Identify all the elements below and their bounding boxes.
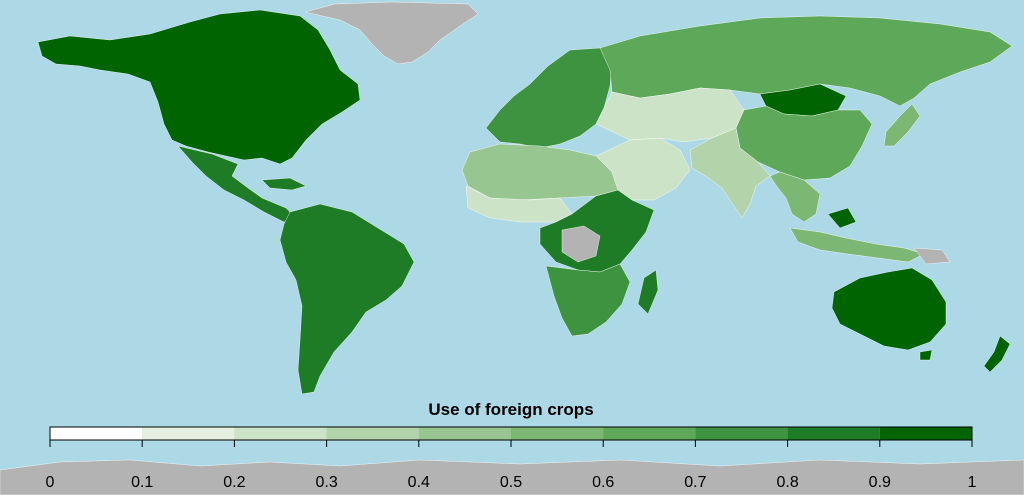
legend-tick-label: 0.1 [131, 474, 153, 491]
legend-bin [326, 427, 419, 440]
legend-bins [50, 427, 972, 440]
legend-bin [142, 427, 235, 440]
legend-tick-label: 0.8 [776, 474, 798, 491]
region-antarctica [0, 459, 1024, 495]
region-caribbean [261, 177, 307, 191]
region-malaysia [827, 207, 857, 229]
legend-bin [234, 427, 327, 440]
legend-bin [511, 427, 604, 440]
legend-tick-label: 0.2 [223, 474, 245, 491]
region-indonesia [789, 227, 925, 263]
region-south-america [279, 203, 415, 395]
region-china [735, 105, 873, 181]
region-southern-africa [545, 263, 631, 337]
color-legend: Use of foreign crops 0 0.1 0.2 0.3 0.4 0.5 0.6… [46, 400, 977, 491]
legend-bin [50, 427, 143, 440]
legend-tick-label: 0.5 [500, 474, 522, 491]
legend-bin [418, 427, 511, 440]
legend-tick-label: 0.9 [869, 474, 891, 491]
legend-bin [695, 427, 788, 440]
legend-bin [787, 427, 880, 440]
region-tasmania [919, 349, 933, 361]
region-north-america [37, 9, 361, 165]
legend-tick-label: 0 [46, 474, 55, 491]
region-greenland [304, 1, 479, 65]
region-congo [561, 225, 601, 263]
legend-tick-label: 0.6 [592, 474, 614, 491]
legend-tick-label: 1 [968, 474, 977, 491]
region-australia [831, 267, 947, 351]
region-madagascar [637, 269, 659, 315]
legend-tick-label: 0.4 [408, 474, 430, 491]
region-southeast-asia [769, 171, 821, 223]
region-japan [883, 103, 921, 147]
region-india [689, 127, 771, 219]
region-papua [913, 247, 951, 265]
legend-bin [603, 427, 696, 440]
legend-tick-label: 0.7 [684, 474, 706, 491]
legend-tick-label: 0.3 [315, 474, 337, 491]
legend-title: Use of foreign crops [428, 400, 593, 419]
legend-ticks: 0 0.1 0.2 0.3 0.4 0.5 0.6 0.7 0.8 0.9 1 [46, 440, 977, 491]
region-new-zealand [983, 335, 1011, 373]
legend-bin [879, 427, 972, 440]
